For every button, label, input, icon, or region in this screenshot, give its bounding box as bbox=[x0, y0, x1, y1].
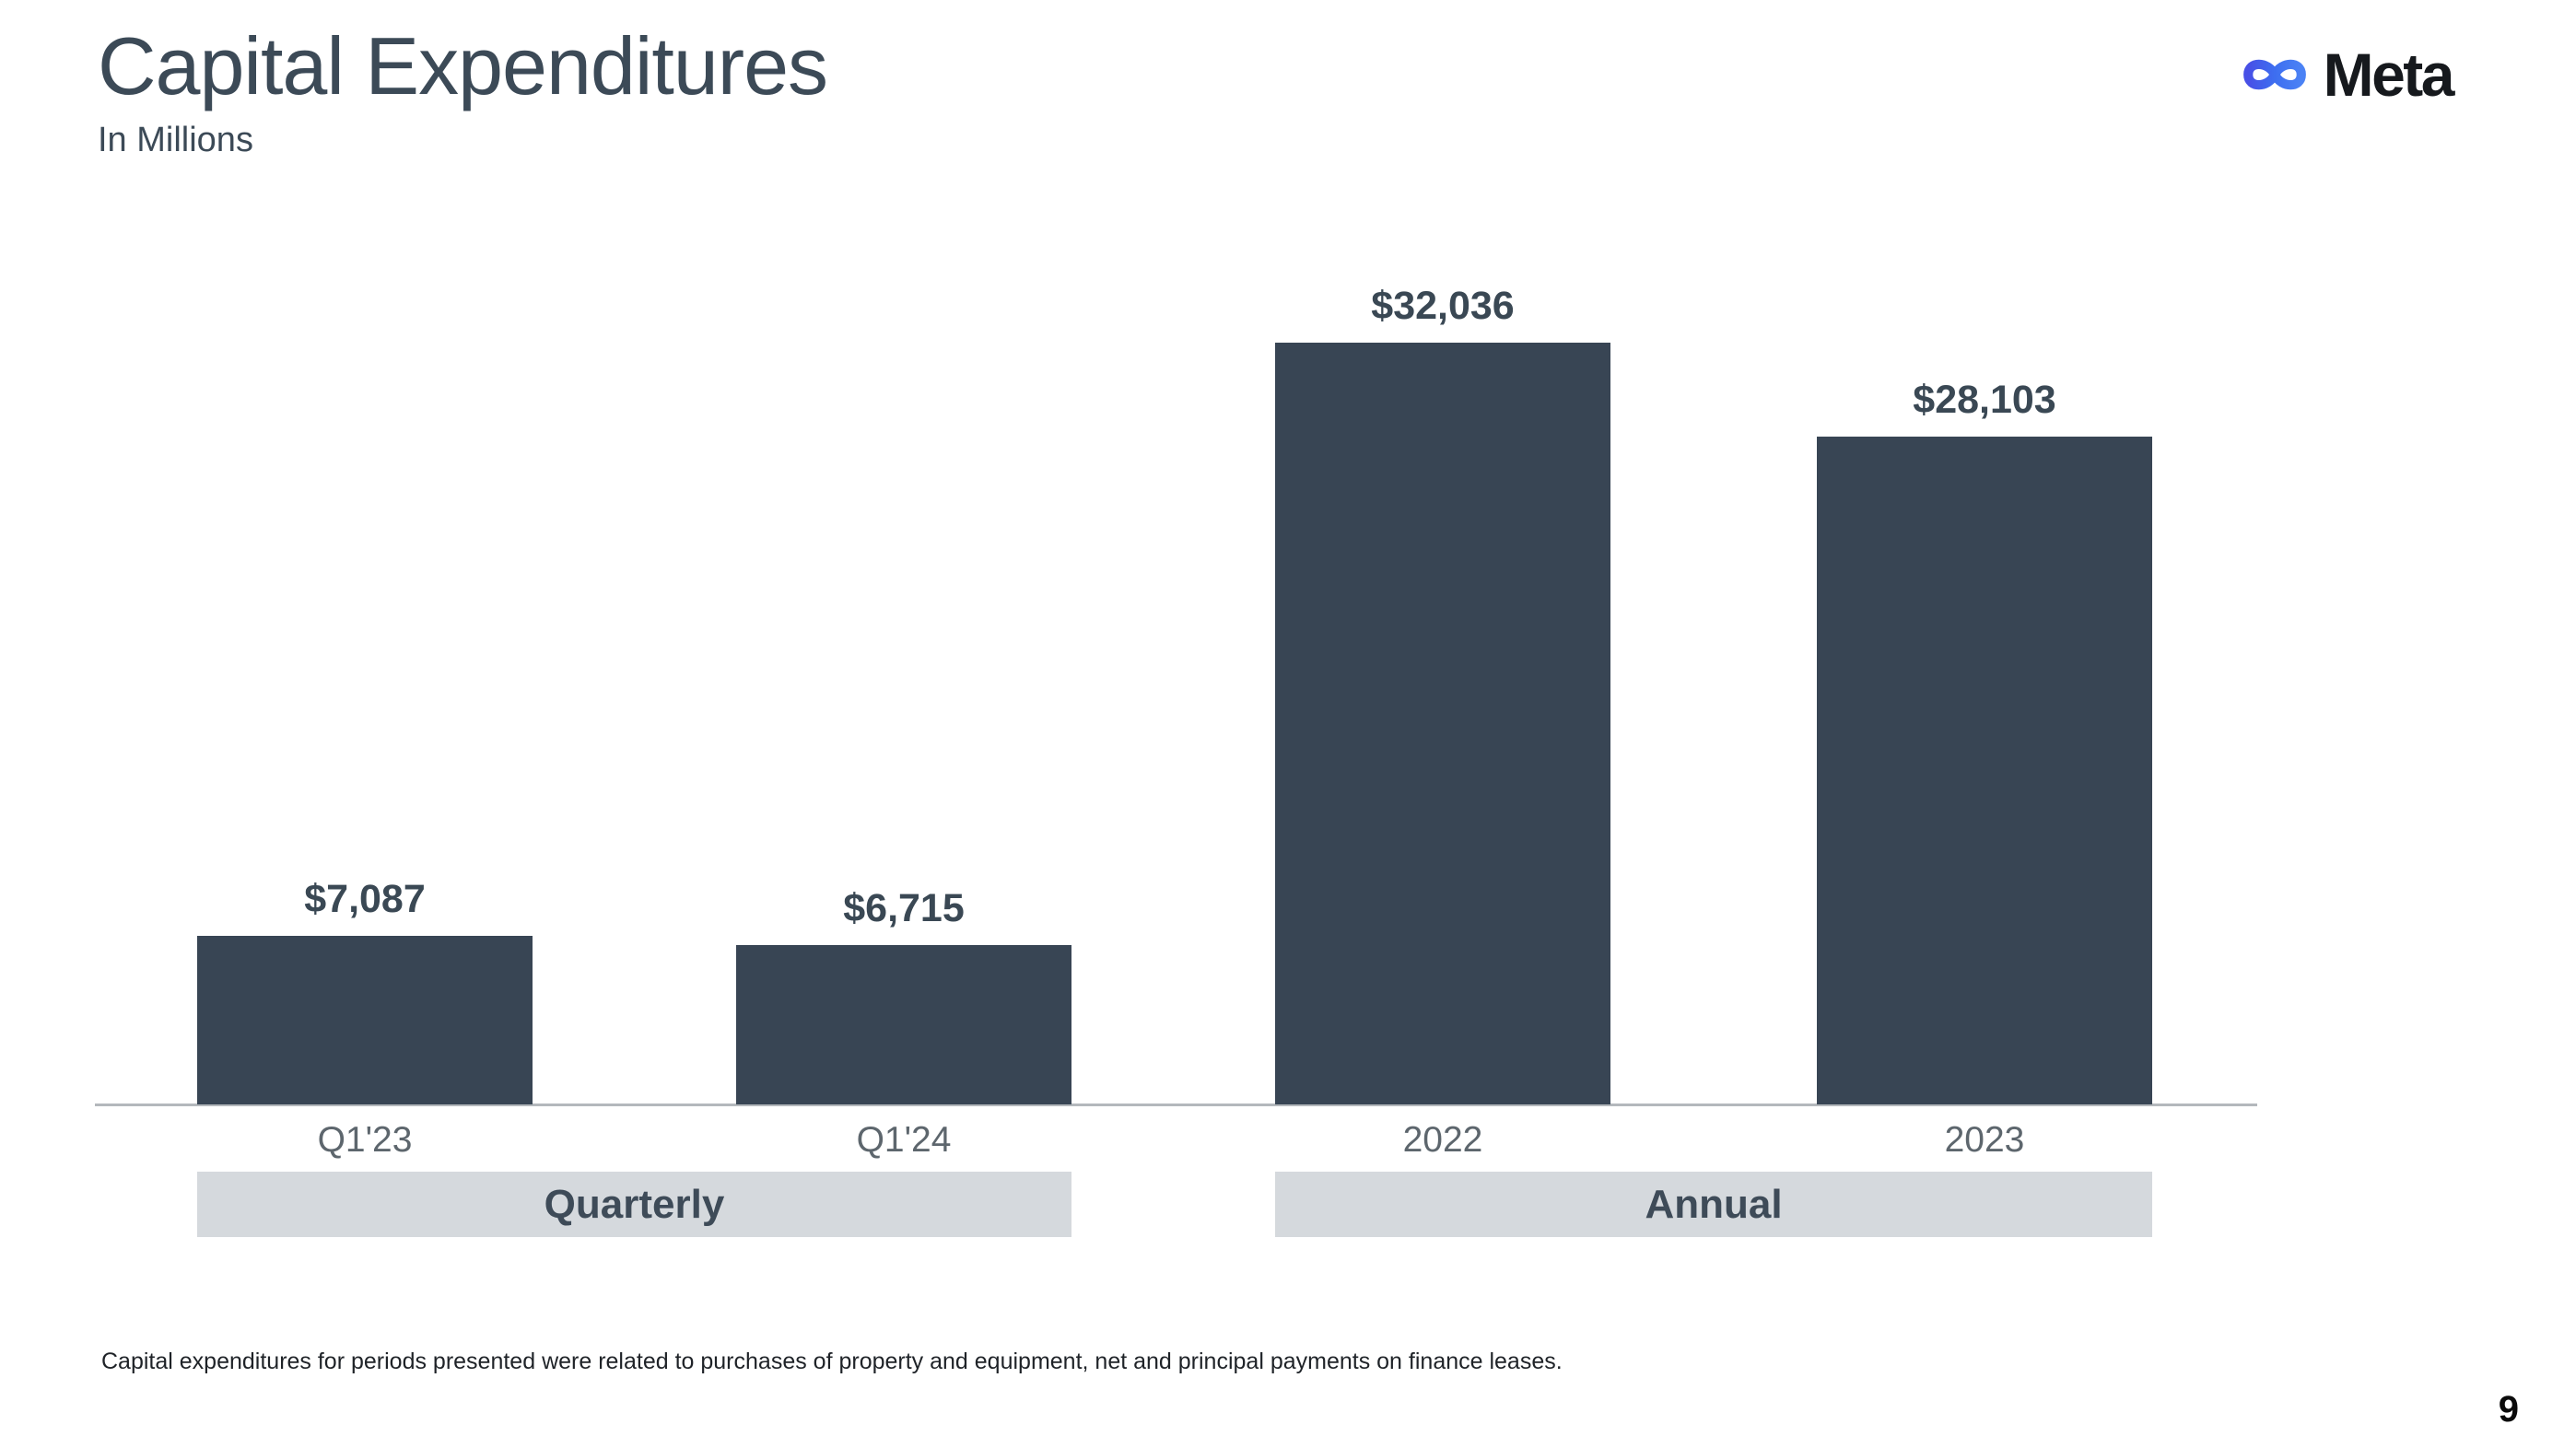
group-band-label: Quarterly bbox=[544, 1181, 725, 1227]
bar-2022 bbox=[1275, 343, 1610, 1104]
bar-value-label: $6,715 bbox=[843, 886, 965, 930]
page-number: 9 bbox=[2498, 1389, 2519, 1430]
x-axis-label: 2023 bbox=[1944, 1120, 2025, 1160]
group-band-quarterly: Quarterly bbox=[197, 1172, 1071, 1237]
x-axis-label: 2022 bbox=[1402, 1120, 1483, 1160]
meta-infinity-icon bbox=[2242, 59, 2306, 90]
header: Capital Expenditures In Millions bbox=[98, 20, 828, 160]
x-axis-label: Q1'24 bbox=[856, 1120, 952, 1160]
page-title: Capital Expenditures bbox=[98, 20, 828, 111]
x-axis-line bbox=[95, 1104, 2257, 1106]
group-band-label: Annual bbox=[1645, 1181, 1783, 1227]
bar-value-label: $7,087 bbox=[304, 877, 426, 921]
meta-wordmark: Meta bbox=[2323, 41, 2455, 109]
x-axis-label: Q1'23 bbox=[317, 1120, 413, 1160]
bar-Q1'24 bbox=[736, 945, 1071, 1104]
footnote: Capital expenditures for periods present… bbox=[101, 1349, 1563, 1374]
page-subtitle: In Millions bbox=[98, 120, 253, 159]
bar-Q1'23 bbox=[197, 936, 533, 1104]
bar-value-label: $32,036 bbox=[1371, 284, 1515, 328]
group-band-annual: Annual bbox=[1275, 1172, 2152, 1237]
bar-value-label: $28,103 bbox=[1913, 378, 2056, 422]
meta-logo: Meta bbox=[2239, 41, 2455, 109]
bar-2023 bbox=[1817, 437, 2152, 1104]
